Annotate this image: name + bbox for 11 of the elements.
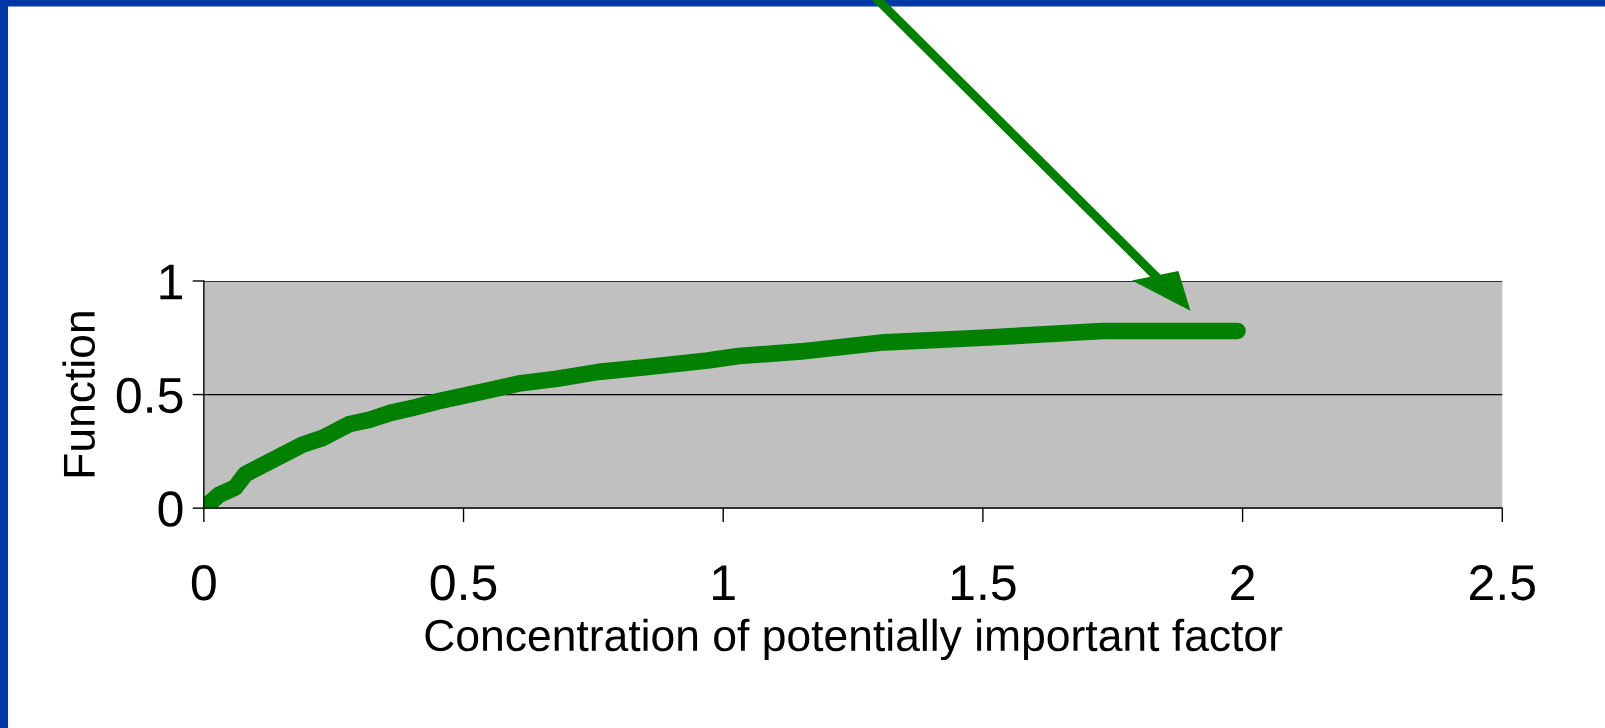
x-tick-label: 1.5 [951, 565, 1016, 601]
x-tick-label: 2.5 [1470, 565, 1535, 601]
x-tick-label: 0 [191, 565, 216, 601]
y-tick-label: 1 [160, 264, 182, 300]
y-tick-label: 0.5 [116, 377, 183, 414]
y-tick-label: 0 [158, 491, 183, 527]
x-tick-label: 1 [713, 565, 735, 600]
x-axis-title: Concentration of potentially important factor [425, 618, 1283, 661]
x-tick-label: 0.5 [430, 565, 497, 601]
y-axis-title: Function [62, 312, 95, 477]
x-tick-label: 2 [1231, 565, 1254, 600]
